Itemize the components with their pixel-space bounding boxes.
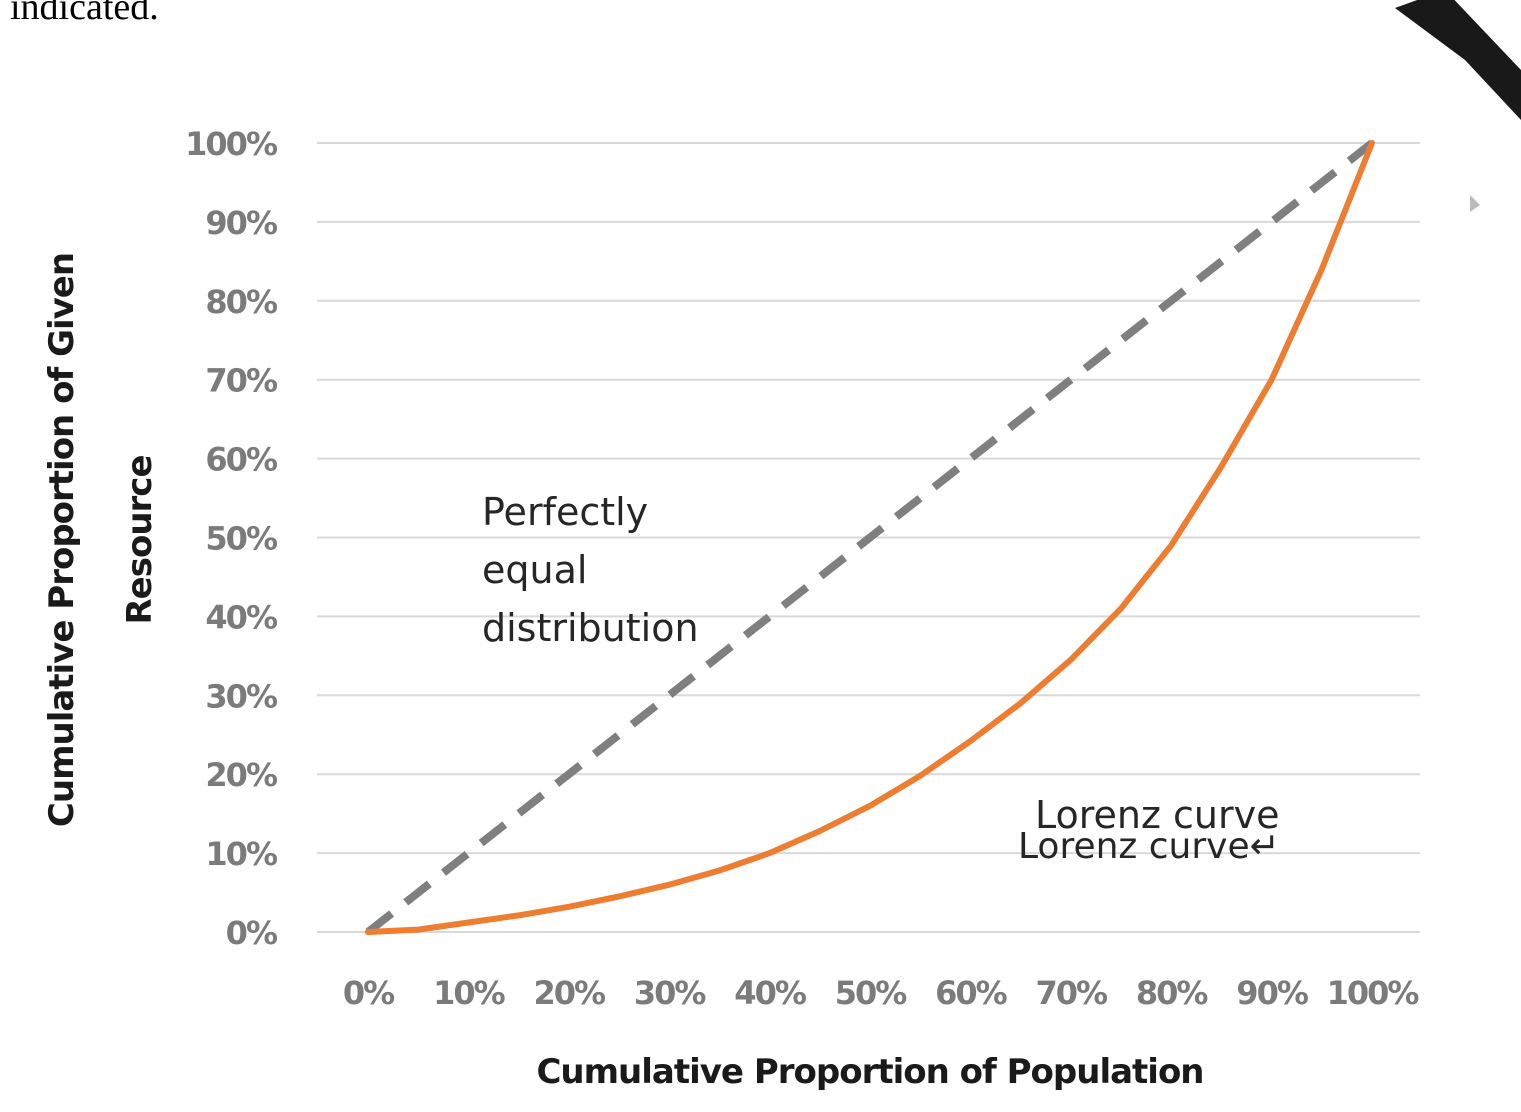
x-tick-label: 100% (1327, 974, 1420, 1012)
x-tick-label: 40% (734, 974, 807, 1012)
x-tick-label: 70% (1036, 974, 1109, 1012)
series-equal-distribution-line (365, 139, 1375, 936)
x-tick-label: 10% (433, 974, 506, 1012)
y-tick-label: 90% (205, 204, 278, 242)
x-tick-label: 30% (634, 974, 707, 1012)
annotation-lorenz-curve: Lorenz curve (1035, 793, 1280, 837)
x-tick-labels: 0% 10% 20% 30% 40% 50% 60% 70% 80% 90% 100% (343, 974, 1422, 1012)
corner-watermark-fragment (1395, 0, 1521, 212)
annotation-equal-line-1: Perfectly (482, 490, 648, 534)
x-tick-label: 80% (1136, 974, 1209, 1012)
annotation-equal-line-2: equal (482, 548, 587, 592)
x-tick-label: 60% (935, 974, 1008, 1012)
y-tick-label: 10% (205, 835, 278, 873)
gridlines (317, 142, 1420, 933)
series-lorenz-curve-line (365, 140, 1375, 935)
x-tick-label: 90% (1236, 974, 1309, 1012)
y-tick-label: 40% (205, 598, 278, 636)
page-text-fragment: indicated. (10, 0, 159, 28)
y-tick-label: 70% (205, 362, 278, 400)
equal-distribution-annotation: Perfectly equal distribution (482, 490, 699, 650)
annotation-lorenz-curve-duplicate: Lorenz curve↵ (1018, 826, 1280, 867)
y-tick-label: 60% (205, 441, 278, 479)
y-tick-label: 0% (226, 914, 278, 952)
y-axis-title-line-1: Cumulative Proportion of Given (42, 253, 82, 827)
y-tick-label: 50% (205, 520, 278, 558)
y-tick-label: 80% (205, 283, 278, 321)
x-tick-label: 20% (534, 974, 607, 1012)
y-axis-title-line-2: Resource (120, 455, 160, 624)
y-tick-label: 20% (205, 756, 278, 794)
x-axis-title: Cumulative Proportion of Population (536, 1052, 1203, 1092)
y-axis-title: Cumulative Proportion of Given Resource (42, 253, 160, 827)
y-tick-labels: 0% 10% 20% 30% 40% 50% 60% 70% 80% 90% 100% (185, 125, 280, 952)
y-tick-label: 100% (185, 125, 278, 163)
x-tick-label: 50% (835, 974, 908, 1012)
x-tick-label: 0% (343, 974, 395, 1012)
y-tick-label: 30% (205, 677, 278, 715)
annotation-equal-line-3: distribution (482, 606, 699, 650)
